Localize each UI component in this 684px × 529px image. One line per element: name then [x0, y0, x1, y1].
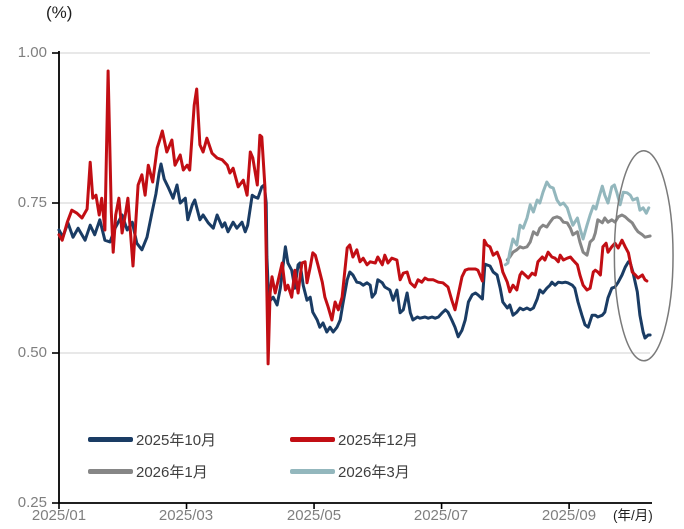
legend-item-2025-10: 2025年10月	[88, 429, 290, 450]
chart-title: (%)	[46, 3, 73, 22]
legend-label-2026-01: 2026年1月	[136, 463, 208, 481]
series-line-mar2026	[503, 180, 651, 267]
y-tick-label-0.75: 0.75	[17, 194, 47, 211]
x-tick-label-2025-01: 2025/01	[31, 507, 87, 524]
legend-label-2026-03: 2026年3月	[338, 463, 410, 481]
legend-swatch-2025-10	[88, 436, 133, 442]
y-tick-label-0.25: 0.25	[17, 494, 47, 511]
legend-label-2025-12: 2025年12月	[338, 431, 419, 449]
legend-row-2: 2026年1月 2026年3月	[88, 461, 492, 482]
legend-row-1: 2025年10月 2025年12月	[88, 429, 492, 450]
x-tick-label-2025-09: 2025/09	[541, 507, 597, 524]
legend-item-2025-12: 2025年12月	[290, 429, 492, 450]
legend-item-2026-01: 2026年1月	[88, 461, 290, 482]
y-tick-label-1.00: 1.00	[17, 44, 47, 61]
y-tick-label-0.50: 0.50	[17, 344, 47, 361]
x-axis-unit-label: (年/月)	[613, 508, 653, 523]
x-tick-label-2025-03: 2025/03	[158, 507, 214, 524]
highlight-ellipse-annotation	[613, 150, 674, 362]
series-line-jan2026	[505, 213, 652, 262]
x-tick-label-2025-05: 2025/05	[286, 507, 342, 524]
legend-swatch-2026-01	[88, 468, 133, 474]
legend-swatch-2026-03	[290, 468, 335, 474]
legend-swatch-2025-12	[290, 436, 335, 442]
x-tick-label-2025-07: 2025/07	[413, 507, 469, 524]
legend-label-2025-10: 2025年10月	[136, 431, 217, 449]
series-line-dec2025	[57, 69, 649, 366]
legend-item-2026-03: 2026年3月	[290, 461, 492, 482]
series-line-oct2025	[57, 162, 652, 340]
